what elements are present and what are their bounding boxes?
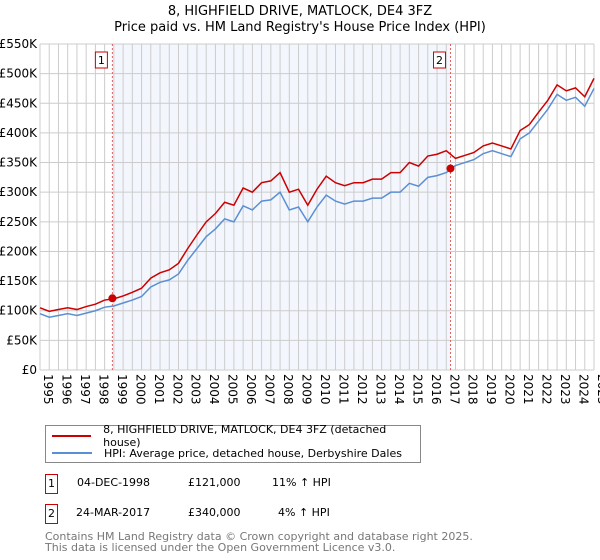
- x-tick-label: 2003: [189, 374, 203, 405]
- x-tick-label: 2007: [263, 374, 277, 405]
- x-tick-label: 2016: [429, 374, 443, 405]
- x-tick-label: 1996: [59, 374, 73, 405]
- x-tick-label: 2025: [595, 374, 600, 405]
- y-tick-label: £450K: [0, 96, 38, 110]
- sale-point: [108, 294, 117, 303]
- x-tick-label: 2004: [207, 374, 221, 405]
- series-line: [39, 78, 595, 313]
- x-tick-label: 1999: [115, 374, 129, 405]
- x-tick-label: 2018: [466, 374, 480, 405]
- x-tick-label: 2017: [447, 374, 461, 405]
- sale-date: 04-DEC-1998: [77, 476, 151, 489]
- y-tick-label: £400K: [0, 126, 38, 140]
- y-tick-label: £150K: [0, 274, 38, 288]
- x-tick-label: 2015: [410, 374, 424, 405]
- x-tick-label: 2023: [558, 374, 572, 405]
- x-tick-label: 2011: [336, 374, 350, 405]
- x-tick-label: 2008: [281, 374, 295, 405]
- x-tick-label: 2022: [540, 374, 554, 405]
- legend-blue-line: [52, 452, 92, 454]
- legend-red-line: [52, 435, 92, 437]
- x-tick-label: 2002: [170, 374, 184, 405]
- ownership-shading: [112, 44, 451, 370]
- legend-label: 8, HIGHFIELD DRIVE, MATLOCK, DE4 3FZ (de…: [103, 423, 387, 449]
- x-tick-label: 2019: [484, 374, 498, 405]
- license-text: This data is licensed under the Open Gov…: [45, 541, 396, 554]
- x-tick-label: 1998: [96, 374, 110, 405]
- x-tick-label: 2020: [503, 374, 517, 405]
- sale-price: £121,000: [188, 476, 241, 489]
- sale-date: 24-MAR-2017: [76, 506, 151, 519]
- sale-hpi: 4% ↑ HPI: [278, 506, 330, 519]
- sale-point: [446, 164, 455, 173]
- y-tick-label: £50K: [6, 333, 38, 347]
- footer: Contains HM Land Registry data © Crown c…: [45, 531, 473, 553]
- sale-label: 2: [436, 54, 443, 67]
- sale-label-box: [433, 51, 447, 69]
- legend-item-property: 8, HIGHFIELD DRIVE, MATLOCK, DE4 3FZ (de…: [46, 423, 420, 449]
- x-tick-label: 2024: [577, 374, 591, 405]
- x-tick-label: 1997: [78, 374, 92, 405]
- x-tick-label: 2000: [133, 374, 147, 405]
- x-tick-label: 2009: [300, 374, 314, 405]
- sale-price: £340,000: [188, 506, 241, 519]
- chart-title: 8, HIGHFIELD DRIVE, MATLOCK, DE4 3FZ: [167, 4, 433, 19]
- legend-label: HPI: Average price, detached house, Derb…: [104, 446, 402, 460]
- sale-label-box: [94, 51, 108, 69]
- chart-subtitle: Price paid vs. HM Land Registry's House …: [114, 20, 486, 35]
- y-tick-label: £550K: [0, 37, 38, 51]
- sale-badge: 1: [45, 474, 58, 494]
- sale-label: 1: [98, 54, 105, 67]
- plot-area: £0 £50K £100K £150K £200K £250K £300K £350K £400…: [0, 37, 600, 405]
- x-tick-label: 2001: [152, 374, 166, 405]
- legend-item-hpi: HPI: Average price, detached house, Derb…: [46, 445, 402, 461]
- x-tick-label: 2012: [355, 374, 369, 405]
- y-tick-label: £100K: [0, 304, 38, 318]
- legend: 8, HIGHFIELD DRIVE, MATLOCK, DE4 3FZ (de…: [45, 423, 421, 463]
- x-tick-label: 1995: [41, 374, 55, 405]
- series-line: [39, 88, 595, 319]
- sale-hpi: 11% ↑ HPI: [272, 476, 331, 489]
- sale-badge: 2: [45, 504, 58, 524]
- x-tick-label: 2010: [318, 374, 332, 405]
- y-tick-label: £350K: [0, 156, 38, 170]
- y-tick-label: £0: [22, 363, 37, 377]
- x-tick-label: 2014: [392, 374, 406, 405]
- y-tick-label: £500K: [0, 67, 38, 81]
- y-tick-label: £200K: [0, 244, 38, 258]
- x-tick-label: 2005: [226, 374, 240, 405]
- x-tick-label: 2021: [521, 374, 535, 405]
- x-tick-label: 2013: [373, 374, 387, 405]
- copyright-text: Contains HM Land Registry data © Crown c…: [45, 530, 473, 543]
- y-tick-label: £300K: [0, 185, 38, 199]
- x-tick-label: 2006: [244, 374, 258, 405]
- y-tick-label: £250K: [0, 215, 38, 229]
